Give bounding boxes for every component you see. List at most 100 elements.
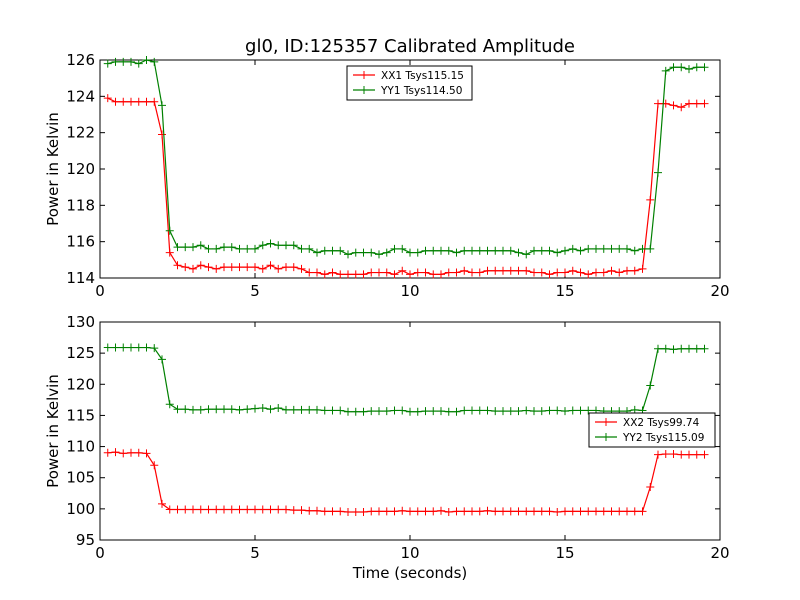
- data-point: [204, 405, 213, 414]
- data-point: [220, 405, 228, 414]
- data-point: [661, 66, 670, 75]
- data-point: [320, 507, 329, 516]
- data-point: [685, 450, 693, 459]
- data-point: [483, 266, 492, 275]
- x-axis-label: Time (seconds): [352, 564, 468, 582]
- data-point: [220, 243, 228, 252]
- data-point: [258, 403, 267, 412]
- y-tick-label: 95: [76, 531, 95, 549]
- data-point: [235, 263, 244, 272]
- data-point: [359, 270, 368, 279]
- data-point: [398, 266, 407, 275]
- data-point: [173, 405, 182, 414]
- data-point: [553, 507, 562, 516]
- data-point: [212, 405, 221, 414]
- y-tick-label: 118: [66, 196, 95, 214]
- data-point: [530, 407, 538, 416]
- data-point: [460, 246, 469, 255]
- legend-label: YY1 Tsys114.50: [380, 85, 462, 97]
- data-point: [452, 268, 461, 277]
- data-point: [127, 448, 135, 457]
- data-point: [220, 505, 228, 514]
- data-point: [429, 507, 438, 516]
- y-tick-label: 120: [66, 160, 95, 178]
- data-point: [181, 405, 190, 414]
- data-point: [669, 63, 678, 72]
- data-point: [328, 406, 337, 415]
- data-point: [351, 270, 360, 279]
- x-tick-label: 15: [555, 544, 574, 562]
- data-point: [584, 270, 593, 279]
- data-point: [382, 507, 391, 516]
- data-point: [468, 406, 476, 415]
- data-point: [173, 243, 182, 252]
- data-point: [452, 507, 461, 516]
- data-point: [646, 381, 655, 390]
- y-tick-label: 125: [66, 344, 95, 362]
- data-point: [181, 505, 190, 514]
- data-point: [460, 507, 469, 516]
- legend-label: YY2 Tsys115.09: [622, 432, 704, 444]
- data-point: [685, 344, 693, 353]
- data-point: [638, 507, 647, 516]
- data-point: [468, 246, 476, 255]
- data-point: [150, 344, 159, 353]
- data-point: [344, 270, 352, 279]
- data-point: [421, 407, 430, 416]
- data-point: [266, 405, 275, 414]
- data-point: [196, 261, 205, 270]
- data-point: [142, 56, 151, 64]
- y-axis-label: Power in Kelvin: [44, 112, 62, 226]
- data-point: [623, 244, 631, 253]
- data-point: [607, 244, 616, 253]
- data-point: [475, 507, 484, 516]
- data-point: [274, 264, 283, 273]
- legend-marker: [360, 86, 368, 94]
- x-tick-label: 0: [95, 282, 105, 300]
- legend-marker: [602, 433, 610, 441]
- data-point: [491, 246, 500, 255]
- data-point: [274, 505, 283, 514]
- data-point: [390, 270, 399, 279]
- data-point: [266, 505, 275, 514]
- data-point: [429, 246, 438, 255]
- data-point: [189, 405, 197, 414]
- data-point: [491, 407, 500, 416]
- data-point: [150, 57, 159, 66]
- data-point: [537, 407, 546, 416]
- data-point: [630, 246, 639, 255]
- data-point: [506, 266, 515, 275]
- data-point: [646, 195, 655, 204]
- data-point: [103, 448, 112, 457]
- data-point: [421, 246, 430, 255]
- data-point: [568, 507, 577, 516]
- data-point: [553, 268, 562, 277]
- data-point: [258, 241, 267, 250]
- top-panel: 0 5 10 15 20 114 116 118 120 122 124 126 Power in Ke…: [44, 51, 730, 300]
- data-point: [584, 406, 593, 415]
- data-point: [351, 507, 360, 516]
- data-point: [212, 244, 221, 253]
- data-point: [437, 246, 445, 255]
- data-point: [692, 450, 701, 459]
- data-point: [103, 94, 112, 103]
- data-point: [158, 355, 166, 364]
- data-point: [313, 268, 321, 277]
- data-point: [406, 507, 414, 516]
- data-point: [491, 507, 500, 516]
- data-point: [196, 405, 205, 414]
- data-point: [460, 266, 469, 275]
- data-point: [413, 248, 422, 257]
- data-point: [630, 266, 639, 275]
- y-tick-label: 120: [66, 375, 95, 393]
- data-point: [522, 406, 531, 415]
- data-point: [607, 507, 616, 516]
- data-point: [220, 263, 228, 272]
- data-point: [444, 246, 453, 255]
- series-xx1: [103, 94, 709, 279]
- data-point: [638, 264, 647, 273]
- data-point: [584, 507, 593, 516]
- data-point: [506, 507, 515, 516]
- data-point: [444, 407, 453, 416]
- data-point: [685, 65, 693, 74]
